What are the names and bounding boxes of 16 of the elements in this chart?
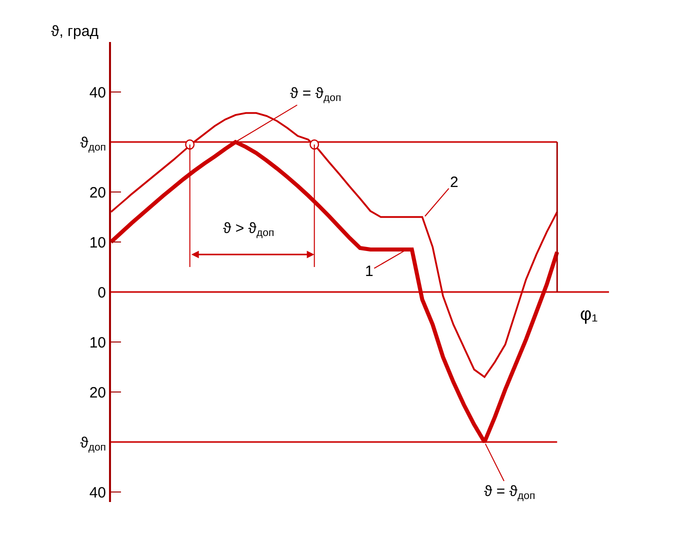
y-tick-label: 10 — [89, 334, 106, 352]
annotation: ϑ > ϑ$_{доп}$ — [223, 220, 274, 240]
y-axis-title: ϑ, град — [51, 23, 99, 40]
y-tick-label: 0 — [98, 284, 106, 302]
text: 2 — [450, 174, 458, 191]
y-tick-label: ϑ$_{доп}$ — [80, 434, 106, 454]
series-label: 1 — [365, 263, 374, 280]
y-tick-label: 40 — [89, 84, 106, 102]
annotation: ϑ = ϑ$_{доп}$ — [484, 483, 536, 502]
y-tick-label: 20 — [89, 184, 106, 202]
x-axis-title: φ₁ — [580, 304, 598, 324]
y-tick-label: 40 — [89, 484, 106, 502]
y-tick-label: 20 — [89, 384, 106, 402]
y-tick-label: ϑ$_{доп}$ — [80, 134, 106, 154]
y-tick-label: 10 — [89, 234, 106, 252]
annotation: ϑ = ϑ$_{доп}$ — [290, 85, 342, 104]
